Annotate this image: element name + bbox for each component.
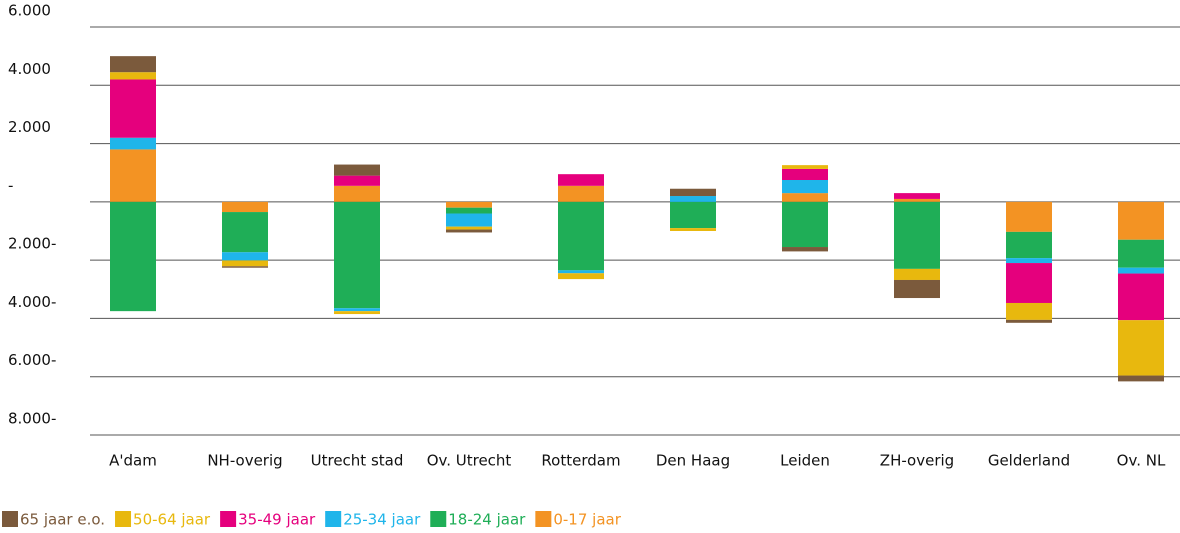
bar-segment <box>110 56 156 73</box>
bar-segment <box>1006 201 1052 232</box>
legend-swatch <box>325 511 342 527</box>
x-tick-label: Ov. NL <box>1117 452 1166 470</box>
bar-segment <box>1006 258 1052 264</box>
bar-segment <box>446 201 492 208</box>
bar-segment <box>1006 302 1052 320</box>
bar-segment <box>1118 375 1164 382</box>
y-tick-label: 6.000- <box>8 351 56 369</box>
legend-label: 25-34 jaar <box>343 511 421 529</box>
x-tick-label: A'dam <box>109 452 157 470</box>
bar-segment <box>782 247 828 252</box>
bar-segment <box>110 79 156 138</box>
bar-segment <box>894 193 940 199</box>
bar-segment <box>334 185 380 202</box>
bar-segment <box>334 175 380 186</box>
y-tick-label: - <box>8 176 13 194</box>
bar-segment <box>110 149 156 202</box>
bar-segment <box>782 201 828 248</box>
x-tick-label: Utrecht stad <box>311 452 404 470</box>
x-tick-label: ZH-overig <box>880 452 954 470</box>
bar-segment <box>782 168 828 180</box>
legend-swatch <box>115 511 132 527</box>
bar-segment <box>558 270 604 274</box>
bar-segment <box>670 201 716 229</box>
bar-segment <box>446 226 492 230</box>
bar-segment <box>782 193 828 202</box>
bar-segment <box>558 174 604 186</box>
legend-label: 65 jaar e.o. <box>20 511 105 529</box>
bar-segment <box>670 228 716 231</box>
bar-segment <box>782 180 828 194</box>
x-tick-label: Gelderland <box>988 452 1070 470</box>
bar-segment <box>1118 273 1164 321</box>
y-tick-label: 6.000 <box>8 2 51 20</box>
legend-label: 18-24 jaar <box>448 511 526 529</box>
bar-segment <box>894 198 940 202</box>
bar-segment <box>670 188 716 197</box>
legend-label: 35-49 jaar <box>238 511 316 529</box>
bar-segment <box>110 72 156 80</box>
bar-segment <box>1006 263 1052 303</box>
legend-label: 50-64 jaar <box>133 511 211 529</box>
bar-segment <box>222 266 268 268</box>
bar-segment <box>1118 320 1164 376</box>
x-tick-label: Rotterdam <box>541 452 620 470</box>
bar-segment <box>670 196 716 202</box>
bar-segment <box>222 260 268 267</box>
bar-segment <box>1118 201 1164 240</box>
y-tick-label: 8.000- <box>8 410 56 428</box>
legend-swatch <box>2 511 18 527</box>
legend-label: 0-17 jaar <box>553 511 621 529</box>
legend-swatch <box>220 511 237 527</box>
bar-segment <box>334 164 380 176</box>
bar-segment <box>1006 319 1052 323</box>
bar-segment <box>1118 267 1164 274</box>
x-tick-label: Ov. Utrecht <box>427 452 512 470</box>
bar-segment <box>894 201 940 269</box>
x-tick-label: Den Haag <box>656 452 730 470</box>
x-tick-label: Leiden <box>780 452 830 470</box>
bar-segment <box>222 201 268 213</box>
bar-segment <box>334 311 380 315</box>
bar-segment <box>558 185 604 202</box>
bar-segment <box>1118 239 1164 268</box>
y-tick-label: 2.000- <box>8 235 56 253</box>
legend-swatch <box>535 511 552 527</box>
bar-segment <box>558 201 604 271</box>
bar-segment <box>558 273 604 280</box>
bar-segment <box>894 268 940 280</box>
bar-segment <box>446 207 492 214</box>
bar-segment <box>110 201 156 312</box>
y-tick-label: 2.000 <box>8 118 51 136</box>
bar-segment <box>446 229 492 233</box>
bar-segment <box>446 213 492 227</box>
bar-segment <box>1006 231 1052 259</box>
legend-swatch <box>430 511 447 527</box>
bar-segment <box>782 165 828 169</box>
y-tick-label: 4.000 <box>8 60 51 78</box>
bar-segment <box>222 252 268 261</box>
bar-segment <box>110 137 156 150</box>
bar-segment <box>334 201 380 309</box>
bar-segment <box>894 279 940 299</box>
y-tick-label: 4.000- <box>8 293 56 311</box>
x-tick-label: NH-overig <box>207 452 282 470</box>
bar-segment <box>334 308 380 312</box>
bar-segment <box>222 212 268 253</box>
